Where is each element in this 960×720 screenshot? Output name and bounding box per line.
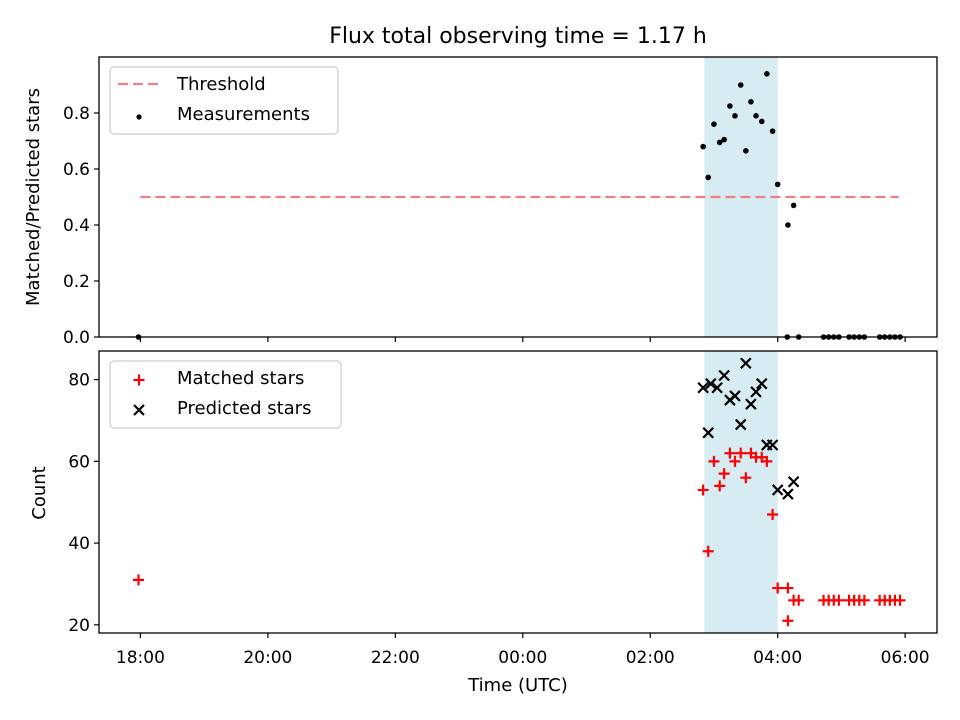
y-tick-label: 0.0 (63, 328, 90, 348)
y-tick-label: 20 (68, 616, 90, 636)
data-point (697, 382, 709, 394)
data-point (718, 468, 730, 480)
data-point (740, 357, 752, 370)
data-point (735, 447, 747, 459)
data-point (772, 582, 784, 594)
series-predicted-stars (697, 357, 800, 500)
y-tick-label: 40 (68, 534, 90, 554)
chart-title: Flux total observing time = 1.17 h (329, 24, 707, 49)
top-panel: 0.0 0.2 0.4 0.6 0.8 Threshold Measurements (63, 56, 938, 348)
data-point (700, 143, 706, 150)
y-tick-label: 0.4 (63, 216, 90, 236)
top-y-axis-label: Matched/Predicted stars (23, 88, 44, 306)
x-tick-label: 02:00 (626, 648, 675, 668)
bottom-y-axis-label: Count (29, 466, 50, 519)
x-tick-label: 22:00 (371, 648, 420, 668)
data-point (745, 398, 757, 410)
data-point (705, 174, 712, 181)
data-point (771, 484, 784, 496)
data-point (793, 594, 805, 606)
data-point (894, 594, 906, 606)
data-point (729, 455, 741, 467)
data-point (734, 418, 747, 431)
legend-label: Predicted stars (177, 398, 311, 419)
data-point (782, 615, 794, 627)
legend-box (109, 66, 339, 135)
data-point (782, 488, 794, 500)
x-axis-label: Time (UTC) (467, 675, 568, 696)
legend-label: Measurements (177, 104, 310, 125)
data-point (858, 594, 870, 606)
y-tick-label: 0.2 (63, 272, 90, 292)
data-point (729, 390, 741, 402)
data-point (702, 545, 714, 557)
data-point (714, 480, 726, 492)
data-point (702, 426, 715, 439)
x-tick-label: 00:00 (498, 648, 547, 668)
series-matched-stars (133, 447, 906, 627)
legend-dot-swatch (136, 114, 142, 120)
data-point (767, 508, 779, 520)
bottom-panel: 20 40 60 80 18:00 20:00 22:00 00:00 02:00 04:00 06… (68, 350, 938, 668)
data-point (724, 447, 736, 459)
data-point (785, 222, 791, 228)
data-point (721, 136, 727, 143)
data-point (758, 118, 765, 125)
data-point (727, 103, 733, 109)
data-point (755, 377, 768, 390)
axes-frame (98, 56, 938, 338)
data-point (782, 582, 794, 594)
x-tick-label: 04:00 (753, 648, 802, 668)
data-point (697, 484, 709, 496)
data-point (716, 139, 723, 146)
data-point (761, 455, 773, 467)
data-point (743, 148, 749, 154)
legend-label: Matched stars (177, 368, 304, 389)
data-point (774, 181, 781, 188)
x-tick-label: 20:00 (243, 648, 292, 668)
data-point (718, 369, 730, 382)
data-point (711, 382, 723, 394)
data-point (704, 377, 717, 390)
data-point (764, 71, 770, 77)
data-point (750, 386, 762, 398)
x-tick-label: 18:00 (116, 648, 165, 668)
legend: Threshold Measurements (109, 66, 339, 135)
data-point (787, 476, 800, 488)
y-tick-label: 60 (68, 452, 90, 472)
axes-frame (98, 350, 938, 634)
data-point (737, 82, 744, 88)
data-point (748, 99, 754, 105)
shaded-span (704, 351, 778, 633)
data-point (833, 594, 845, 606)
data-point (769, 128, 776, 134)
legend: Matched stars Predicted stars (109, 360, 342, 429)
data-point (708, 455, 720, 467)
data-point (133, 574, 145, 586)
data-point (740, 472, 752, 484)
y-tick-label: 0.6 (63, 160, 90, 180)
data-point (790, 202, 797, 209)
x-tick-label: 06:00 (881, 648, 930, 668)
data-point (766, 439, 779, 451)
data-point (732, 113, 738, 119)
legend-x-swatch (133, 404, 145, 416)
data-point (753, 113, 759, 119)
y-tick-label: 0.8 (63, 104, 90, 124)
data-point (711, 121, 717, 127)
legend-plus-swatch (133, 374, 145, 386)
legend-box (109, 360, 342, 429)
y-tick-label: 80 (68, 371, 90, 391)
series-measurements (135, 71, 903, 340)
legend-label: Threshold (176, 74, 266, 95)
